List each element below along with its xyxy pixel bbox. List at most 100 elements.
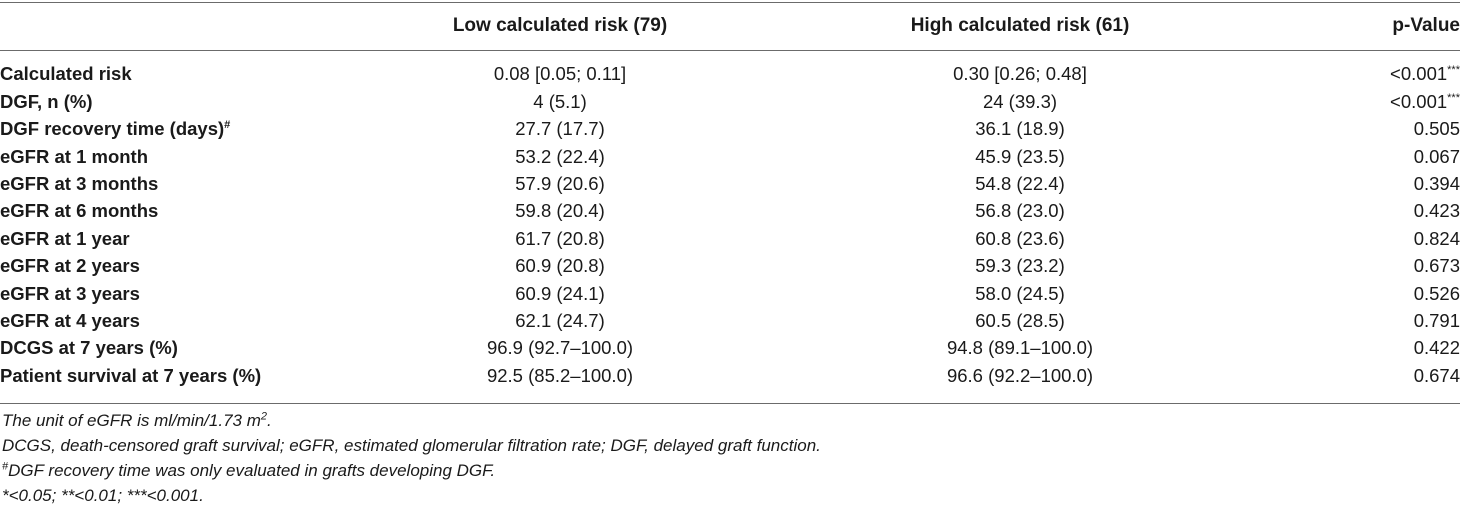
p-value-cell: <0.001*** (1250, 88, 1460, 115)
row-label-cell: Calculated risk (0, 51, 330, 88)
footnote-significance: *<0.05; **<0.01; ***<0.001. (2, 486, 204, 505)
p-value-cell: 0.824 (1250, 225, 1460, 252)
table-row: DGF recovery time (days)# 27.7 (17.7) 36.1… (0, 116, 1460, 143)
low-risk-value: 4 (5.1) (533, 90, 587, 112)
p-value: 0.526 (1413, 282, 1460, 304)
low-risk-value: 57.9 (20.6) (515, 173, 605, 194)
p-value: 0.394 (1413, 173, 1460, 194)
low-risk-value: 96.9 (92.7–100.0) (486, 337, 634, 359)
row-label-cell: eGFR at 3 months (0, 171, 330, 198)
p-value: 0.674 (1413, 364, 1460, 386)
p-value: 0.422 (1413, 337, 1460, 359)
low-risk-value: 92.5 (85.2–100.0) (486, 364, 634, 386)
row-label: Calculated risk (0, 63, 132, 85)
row-label-cell: eGFR at 2 years (0, 253, 330, 280)
high-risk-value: 36.1 (18.9) (975, 118, 1065, 140)
table-row: eGFR at 3 months 57.9 (20.6) 54.8 (22.4) 0.… (0, 171, 1460, 198)
footnote-unit-sup: 2 (260, 410, 267, 423)
table-row: DCGS at 7 years (%) 96.9 (92.7–100.0) 94.8… (0, 335, 1460, 362)
high-risk-value: 60.8 (23.6) (975, 227, 1065, 249)
row-label: eGFR at 4 years (0, 309, 140, 331)
low-risk-value: 27.7 (17.7) (515, 118, 605, 140)
p-value: 0.791 (1413, 309, 1460, 331)
low-risk-value: 60.9 (20.8) (515, 255, 605, 277)
header-cell-low-risk: Low calculated risk (79) (452, 14, 668, 36)
row-label-cell: eGFR at 4 years (0, 308, 330, 335)
low-risk-value: 61.7 (20.8) (515, 227, 605, 249)
p-value-cell: 0.422 (1250, 335, 1460, 362)
low-risk-value: 53.2 (22.4) (515, 145, 605, 167)
high-risk-value: 56.8 (23.0) (975, 200, 1065, 222)
p-value-cell: 0.791 (1250, 308, 1460, 335)
row-label-cell: Patient survival at 7 years (%) (0, 362, 330, 389)
row-label-cell: eGFR at 1 year (0, 225, 330, 252)
results-table: Low calculated risk (79) High calculated… (0, 0, 1460, 389)
footnote-unit: The unit of eGFR is ml/min/1.73 m2. (2, 408, 821, 433)
p-value-cell: 0.394 (1250, 171, 1460, 198)
row-label-cell: DCGS at 7 years (%) (0, 335, 330, 362)
header-rule (0, 50, 1460, 51)
p-value-cell: <0.001*** (1250, 51, 1460, 88)
row-label-cell: eGFR at 1 month (0, 143, 330, 170)
p-value: 0.673 (1413, 255, 1460, 277)
p-value-cell: 0.526 (1250, 280, 1460, 307)
high-risk-value: 96.6 (92.2–100.0) (946, 364, 1094, 386)
p-value: <0.001 (1390, 63, 1448, 85)
row-label-cell: DGF recovery time (days)# (0, 116, 330, 143)
top-rule (0, 2, 1460, 3)
p-value: 0.824 (1413, 227, 1460, 249)
table-row: eGFR at 6 months 59.8 (20.4) 56.8 (23.0) 0.… (0, 198, 1460, 225)
footnote-abbreviations: DCGS, death-censored graft survival; eGF… (2, 436, 821, 455)
row-label-cell: eGFR at 6 months (0, 198, 330, 225)
p-value-cell: 0.674 (1250, 362, 1460, 389)
row-label-sup: # (224, 119, 231, 132)
footnote-hash-sup: # (2, 460, 9, 473)
p-value-cell: 0.423 (1250, 198, 1460, 225)
p-value: 0.423 (1413, 200, 1460, 222)
high-risk-value: 0.30 [0.26; 0.48] (953, 63, 1087, 85)
high-risk-value: 24 (39.3) (982, 90, 1058, 112)
row-label: DCGS at 7 years (%) (0, 337, 178, 359)
table-row: Calculated risk 0.08 [0.05; 0.11] 0.30 [0.… (0, 51, 1460, 88)
header-row: Low calculated risk (79) High calculated… (0, 0, 1460, 51)
row-label: eGFR at 2 years (0, 255, 140, 277)
row-label: Patient survival at 7 years (%) (0, 364, 262, 386)
table-row: eGFR at 2 years 60.9 (20.8) 59.3 (23.2) 0.6… (0, 253, 1460, 280)
table-row: DGF, n (%) 4 (5.1) 24 (39.3) <0.001*** (0, 88, 1460, 115)
low-risk-value: 0.08 [0.05; 0.11] (493, 63, 627, 85)
footnote-unit-text: The unit of eGFR is ml/min/1.73 m (2, 411, 261, 430)
high-risk-value: 45.9 (23.5) (975, 145, 1065, 167)
header-cell-p-value: p-Value (1392, 14, 1460, 36)
p-value-cell: 0.673 (1250, 253, 1460, 280)
p-value-cell: 0.067 (1250, 143, 1460, 170)
footnote-unit-end: . (267, 411, 272, 430)
row-label: DGF, n (%) (0, 90, 93, 112)
high-risk-value: 60.5 (28.5) (975, 309, 1065, 331)
table-row: eGFR at 1 month 53.2 (22.4) 45.9 (23.5) 0.0… (0, 143, 1460, 170)
p-value: 0.505 (1413, 118, 1460, 140)
p-value-sup: *** (1447, 64, 1460, 77)
bottom-rule (0, 403, 1460, 404)
header-cell-high-risk: High calculated risk (61) (910, 14, 1130, 36)
row-label: eGFR at 6 months (0, 200, 159, 222)
footnote-hash: #DGF recovery time was only evaluated in… (2, 458, 821, 483)
row-label: eGFR at 3 months (0, 173, 159, 194)
table-row: eGFR at 3 years 60.9 (24.1) 58.0 (24.5) 0.5… (0, 280, 1460, 307)
p-value: 0.067 (1413, 145, 1460, 167)
table-row: Patient survival at 7 years (%) 92.5 (85.… (0, 362, 1460, 389)
row-label-cell: eGFR at 3 years (0, 280, 330, 307)
high-risk-value: 94.8 (89.1–100.0) (946, 337, 1094, 359)
table-row: eGFR at 4 years 62.1 (24.7) 60.5 (28.5) 0.7… (0, 308, 1460, 335)
p-value-sup: *** (1447, 91, 1460, 104)
row-label-cell: DGF, n (%) (0, 88, 330, 115)
low-risk-value: 59.8 (20.4) (515, 200, 605, 222)
p-value: <0.001 (1390, 90, 1448, 112)
high-risk-value: 59.3 (23.2) (975, 255, 1065, 277)
header-cell-label (0, 0, 330, 51)
table-row: eGFR at 1 year 61.7 (20.8) 60.8 (23.6) 0.82… (0, 225, 1460, 252)
row-label: DGF recovery time (days) (0, 118, 225, 140)
row-label: eGFR at 1 year (0, 227, 130, 249)
footnote-hash-text: DGF recovery time was only evaluated in … (8, 461, 496, 480)
low-risk-value: 62.1 (24.7) (515, 309, 605, 331)
